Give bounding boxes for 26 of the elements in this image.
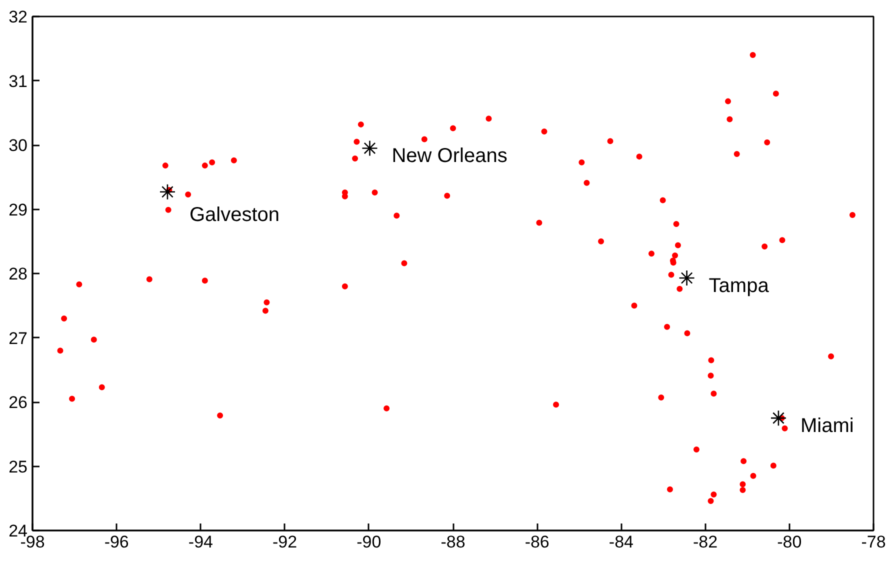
x-tick-label: -82 bbox=[693, 532, 718, 552]
y-tick-label: 27 bbox=[8, 328, 28, 348]
y-tick-label: 26 bbox=[8, 393, 28, 412]
point bbox=[362, 140, 378, 156]
point bbox=[678, 270, 695, 286]
x-tick-label: -90 bbox=[356, 532, 382, 552]
point bbox=[770, 410, 787, 426]
y-tick-label: 28 bbox=[8, 264, 28, 284]
annotation: Tampa bbox=[708, 274, 770, 297]
x-tick-label: -92 bbox=[272, 532, 298, 552]
x-tick-label: -86 bbox=[524, 532, 550, 552]
y-tick-label: 32 bbox=[8, 8, 28, 26]
x-tick-label: -96 bbox=[104, 532, 129, 552]
annotation: Galveston bbox=[189, 204, 280, 226]
annotation: New Orleans bbox=[392, 145, 508, 168]
x-tick-label: -94 bbox=[188, 532, 213, 552]
x-tick-label: -80 bbox=[777, 532, 802, 552]
x-tick-label: -84 bbox=[608, 532, 634, 552]
annotation: Miami bbox=[800, 415, 854, 438]
y-tick-label: 30 bbox=[8, 136, 28, 155]
x-tick-label: -88 bbox=[440, 532, 466, 552]
y-tick-label: 25 bbox=[8, 457, 28, 476]
point bbox=[159, 184, 176, 200]
y-tick-label: 31 bbox=[8, 72, 28, 91]
x-tick-label: -78 bbox=[861, 532, 886, 552]
y-tick-label: 29 bbox=[8, 200, 28, 220]
